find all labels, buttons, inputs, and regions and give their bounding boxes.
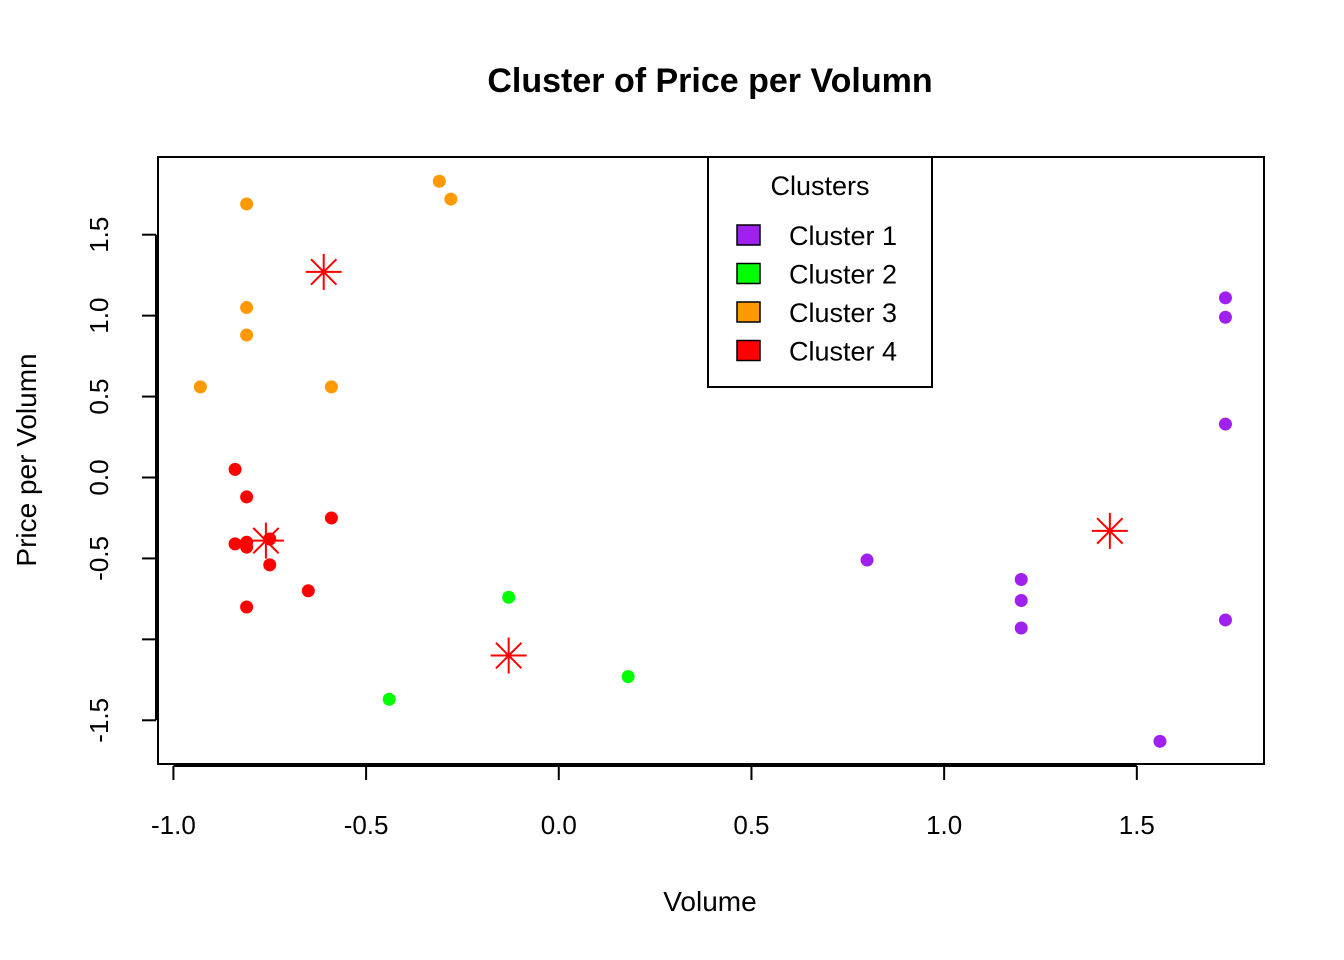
point-cluster-3 <box>324 380 338 394</box>
point-cluster-3 <box>432 174 446 188</box>
point-cluster-3 <box>240 197 254 211</box>
x-tick-label: 0.5 <box>733 810 769 840</box>
point-cluster-4 <box>240 540 254 554</box>
legend-label: Cluster 2 <box>789 260 897 290</box>
legend-label: Cluster 3 <box>789 298 897 328</box>
point-cluster-3 <box>444 192 458 206</box>
y-tick-label: -1.5 <box>84 698 114 743</box>
point-cluster-3 <box>240 328 254 342</box>
point-cluster-2 <box>382 692 396 706</box>
x-tick-label: -1.0 <box>151 810 196 840</box>
cluster-centers <box>247 253 1128 674</box>
point-cluster-1 <box>1153 734 1167 748</box>
data-points <box>193 174 1232 748</box>
cluster-center-marker <box>305 253 342 290</box>
legend-label: Cluster 4 <box>789 337 897 367</box>
y-tick-label: 0.0 <box>84 459 114 495</box>
y-axis: -1.5 -0.5 0.0 0.5 1.0 1.5 <box>84 217 157 743</box>
point-cluster-4 <box>228 462 242 476</box>
point-cluster-3 <box>193 380 207 394</box>
legend: Clusters Cluster 1 Cluster 2 Cluster 3 Clus… <box>707 156 933 388</box>
point-cluster-1 <box>1014 572 1028 586</box>
point-cluster-1 <box>1014 621 1028 635</box>
point-cluster-4 <box>228 537 242 551</box>
y-tick-label: -0.5 <box>84 536 114 581</box>
x-tick-label: 0.0 <box>541 810 577 840</box>
x-axis-label: Volume <box>663 886 756 917</box>
point-cluster-4 <box>240 600 254 614</box>
point-cluster-2 <box>502 590 516 604</box>
point-cluster-1 <box>1218 613 1232 627</box>
point-cluster-4 <box>301 584 315 598</box>
legend-swatch <box>736 301 761 323</box>
legend-swatch <box>736 224 761 246</box>
point-cluster-1 <box>1218 291 1232 305</box>
point-cluster-4 <box>240 490 254 504</box>
point-cluster-1 <box>860 553 874 567</box>
legend-swatch <box>736 262 761 285</box>
point-cluster-4 <box>324 511 338 525</box>
point-cluster-1 <box>1218 310 1232 324</box>
point-cluster-4 <box>263 558 277 572</box>
y-tick-label: 1.0 <box>84 298 114 334</box>
x-tick-label: 1.5 <box>1119 810 1155 840</box>
cluster-center-marker <box>490 637 527 674</box>
x-tick-label: 1.0 <box>926 810 962 840</box>
legend-title: Clusters <box>770 171 869 201</box>
legend-label: Cluster 1 <box>789 221 897 251</box>
chart-title: Cluster of Price per Volumn <box>487 62 932 100</box>
legend-swatch <box>736 339 761 362</box>
cluster-center-marker <box>247 522 284 559</box>
y-axis-label: Price per Volumn <box>11 353 42 566</box>
cluster-center-marker <box>1091 512 1128 549</box>
point-cluster-2 <box>621 670 635 684</box>
point-cluster-1 <box>1014 594 1028 608</box>
y-tick-label: 0.5 <box>84 378 114 414</box>
x-axis: -1.0 -0.5 0.0 0.5 1.0 1.5 <box>151 765 1155 840</box>
y-tick-label: 1.5 <box>84 217 114 253</box>
point-cluster-3 <box>240 301 254 315</box>
x-tick-label: -0.5 <box>344 810 389 840</box>
point-cluster-1 <box>1218 417 1232 431</box>
